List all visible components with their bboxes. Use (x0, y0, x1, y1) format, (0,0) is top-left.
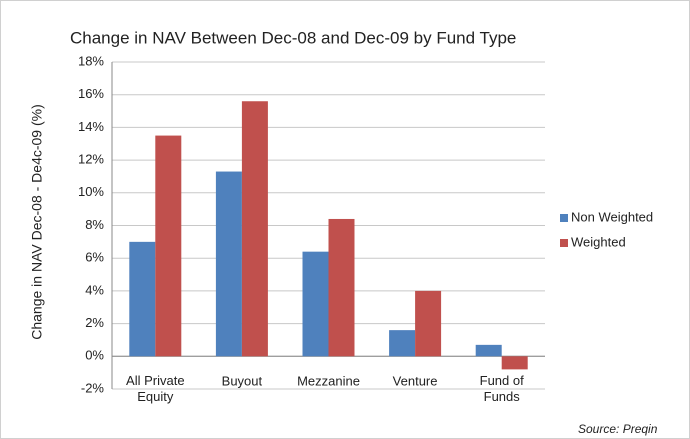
bar (155, 135, 182, 357)
y-tick-label: 8% (85, 217, 104, 232)
y-tick-label: 6% (85, 250, 104, 265)
bar (328, 218, 355, 357)
y-tick-label: 18% (78, 53, 104, 68)
y-tick-label: 12% (78, 152, 104, 167)
bar (241, 101, 268, 357)
x-tick-label: All Private Equity (126, 373, 185, 404)
legend-swatch (560, 214, 568, 222)
y-axis-label: Change in NAV Dec-08 - De4c-09 (%) (29, 104, 45, 340)
bar (302, 251, 329, 357)
bar (475, 344, 502, 357)
y-tick-label: 2% (85, 315, 104, 330)
x-tick-label: Mezzanine (297, 373, 360, 388)
y-tick-label: 4% (85, 282, 104, 297)
legend-swatch (560, 239, 568, 247)
bar (415, 290, 442, 357)
y-tick-label: -2% (81, 380, 105, 395)
y-tick-label: 14% (78, 119, 104, 134)
chart-title: Change in NAV Between Dec-08 and Dec-09 … (70, 28, 516, 47)
bar (389, 330, 416, 357)
x-tick-label: Venture (393, 373, 438, 388)
y-tick-label: 16% (78, 86, 104, 101)
y-tick-label: 0% (85, 348, 104, 363)
bar (501, 356, 528, 370)
x-tick-label: Buyout (222, 373, 263, 388)
source-note: Source: Preqin (578, 422, 658, 436)
legend-label: Non Weighted (571, 209, 653, 224)
x-tick-label: Fund of Funds (480, 373, 524, 404)
bar (215, 171, 242, 357)
legend-label: Weighted (571, 234, 626, 249)
y-tick-label: 10% (78, 184, 104, 199)
bar (129, 241, 156, 357)
